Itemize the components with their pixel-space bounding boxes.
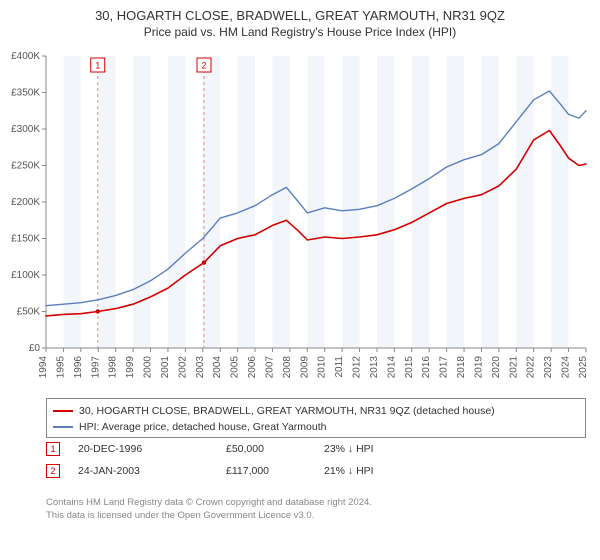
page-root: 30, HOGARTH CLOSE, BRADWELL, GREAT YARMO… [0,0,600,560]
sale-date-2: 24-JAN-2003 [78,460,208,482]
footnotes: Contains HM Land Registry data © Crown c… [46,496,586,522]
xtick-label: 1997 [90,356,101,379]
ytick-label: £300K [11,124,40,135]
xtick-label: 2023 [543,356,554,379]
sale-marker-num-1: 1 [50,438,55,460]
xtick-label: 1996 [73,356,84,379]
year-band [203,56,220,348]
sale-marker-num-2: 2 [50,460,55,482]
xtick-label: 2002 [177,356,188,379]
legend-swatch-hpi [53,426,73,428]
sale-date-1: 20-DEC-1996 [78,438,208,460]
xtick-label: 2000 [143,356,154,379]
year-band [481,56,498,348]
xtick-label: 1994 [38,356,49,379]
ytick-label: £400K [11,51,40,62]
xtick-label: 2011 [334,356,345,378]
sale-marker-2: 2 [46,464,60,478]
xtick-label: 1995 [55,356,66,379]
legend-swatch-property [53,410,73,412]
xtick-label: 2013 [369,356,380,379]
xtick-label: 2001 [160,356,171,379]
year-band [551,56,568,348]
xtick-label: 2022 [526,356,537,379]
year-band [307,56,324,348]
xtick-label: 2014 [386,356,397,379]
xtick-label: 2024 [561,356,572,379]
year-band [238,56,255,348]
chart-sale-marker-num: 1 [95,61,100,71]
xtick-label: 2025 [578,356,589,379]
sale-delta-2: 21% ↓ HPI [324,460,424,482]
sale-row-1: 1 20-DEC-1996 £50,000 23% ↓ HPI [46,438,586,460]
xtick-label: 1998 [108,356,119,379]
sale-price-2: £117,000 [226,460,306,482]
sale-marker-1: 1 [46,442,60,456]
chart-title-sub: Price paid vs. HM Land Registry's House … [0,23,600,39]
ytick-label: £250K [11,161,40,172]
xtick-label: 2021 [508,356,519,379]
ytick-label: £200K [11,197,40,208]
xtick-label: 2016 [421,356,432,379]
ytick-label: £150K [11,234,40,245]
xtick-label: 2007 [264,356,275,379]
xtick-label: 2003 [195,356,206,379]
legend-label-hpi: HPI: Average price, detached house, Grea… [79,419,326,435]
xtick-label: 2008 [282,356,293,379]
xtick-label: 2010 [317,356,328,379]
chart-sale-marker-num: 2 [201,61,206,71]
sale-point [202,260,206,264]
legend-box: 30, HOGARTH CLOSE, BRADWELL, GREAT YARMO… [46,398,586,438]
sale-row-2: 2 24-JAN-2003 £117,000 21% ↓ HPI [46,460,586,482]
legend-row-property: 30, HOGARTH CLOSE, BRADWELL, GREAT YARMO… [53,403,579,419]
legend-row-hpi: HPI: Average price, detached house, Grea… [53,419,579,435]
chart-svg: £0£50K£100K£150K£200K£250K£300K£350K£400… [46,52,586,392]
legend-label-property: 30, HOGARTH CLOSE, BRADWELL, GREAT YARMO… [79,403,495,419]
footnote-1: Contains HM Land Registry data © Crown c… [46,496,586,509]
xtick-label: 2018 [456,356,467,379]
chart-area: £0£50K£100K£150K£200K£250K£300K£350K£400… [46,52,586,392]
xtick-label: 2015 [404,356,415,379]
sale-price-1: £50,000 [226,438,306,460]
chart-title-main: 30, HOGARTH CLOSE, BRADWELL, GREAT YARMO… [0,0,600,23]
xtick-label: 2019 [473,356,484,379]
ytick-label: £0 [29,343,41,354]
xtick-label: 2009 [299,356,310,379]
xtick-label: 2012 [352,356,363,379]
year-band [272,56,289,348]
sales-block: 1 20-DEC-1996 £50,000 23% ↓ HPI 2 24-JAN… [46,438,586,482]
ytick-label: £350K [11,88,40,99]
year-band [412,56,429,348]
sale-point [96,309,100,313]
year-band [516,56,533,348]
footnote-2: This data is licensed under the Open Gov… [46,509,586,522]
xtick-label: 2005 [230,356,241,379]
year-band [168,56,185,348]
year-band [342,56,359,348]
year-band [98,56,115,348]
xtick-label: 2004 [212,356,223,379]
sale-delta-1: 23% ↓ HPI [324,438,424,460]
xtick-label: 2006 [247,356,258,379]
xtick-label: 2017 [439,356,450,379]
ytick-label: £50K [17,307,41,318]
xtick-label: 2020 [491,356,502,379]
year-band [133,56,150,348]
xtick-label: 1999 [125,356,136,379]
ytick-label: £100K [11,270,40,281]
